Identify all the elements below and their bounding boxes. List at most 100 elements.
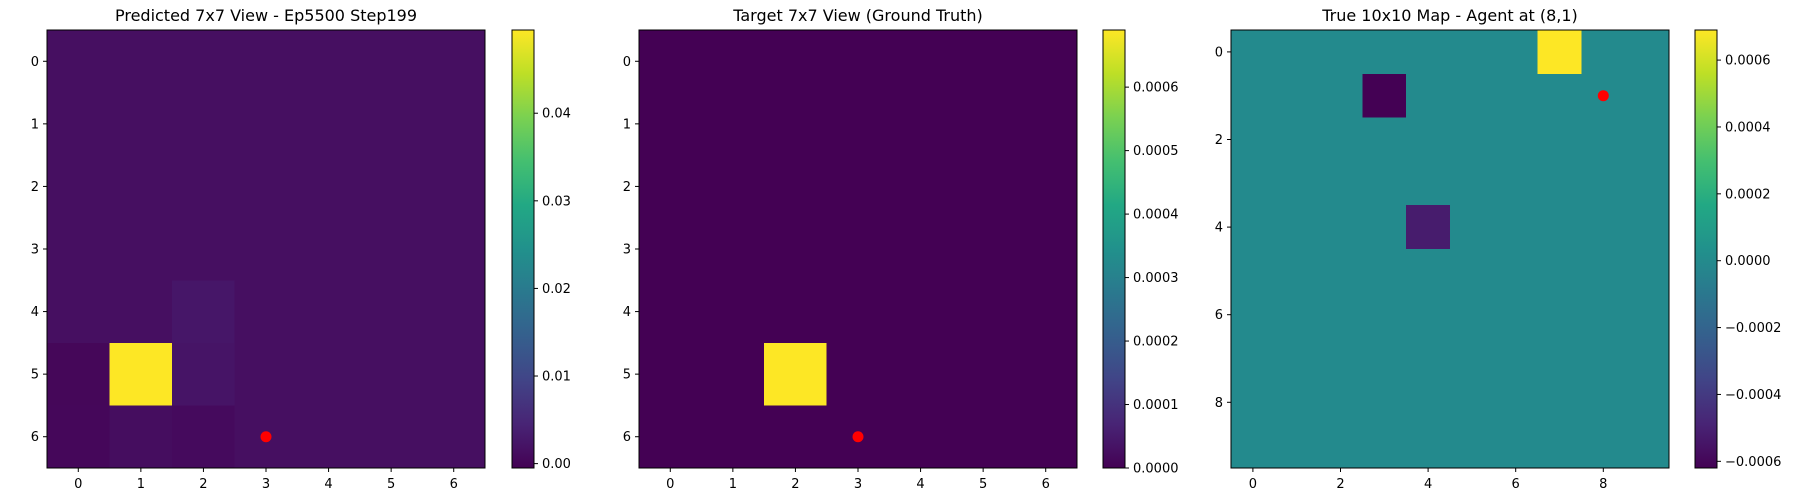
heatmap-cell [1625, 336, 1670, 381]
heatmap-cell [1318, 292, 1363, 338]
heatmap-cell [1493, 249, 1539, 294]
heatmap-cell [1274, 336, 1320, 381]
heatmap-cell [1493, 73, 1539, 119]
y-tick-label: 3 [31, 243, 39, 258]
x-tick-label: 6 [1042, 477, 1050, 492]
heatmap-cell [1274, 249, 1320, 294]
heatmap-cell [701, 30, 765, 94]
x-tick-label: 5 [979, 477, 987, 492]
heatmap-cell [47, 30, 111, 94]
x-tick-label: 2 [1336, 477, 1344, 492]
colorbar-tick-label: 0.02 [542, 282, 571, 297]
y-tick-label: 2 [623, 180, 631, 195]
heatmap-cell [1625, 117, 1670, 162]
heatmap-cell [1493, 336, 1539, 381]
heatmap-cell [1014, 155, 1078, 219]
heatmap-cell [1581, 292, 1626, 338]
colorbar-tick-label: −0.0002 [1725, 321, 1781, 336]
heatmap-cell [1581, 424, 1626, 469]
heatmap-cell [1274, 424, 1320, 469]
heatmap-cell [1014, 217, 1078, 281]
panel-0: Predicted 7x7 View - Ep5500 Step199 0 1 2 3 4… [31, 6, 571, 492]
heatmap-cell [359, 405, 424, 469]
heatmap-cell [1493, 424, 1539, 469]
colorbar-tick-label: 0.01 [542, 370, 571, 385]
colorbar [512, 30, 534, 468]
heatmap-cell [1493, 117, 1539, 162]
colorbar-tick-label: 0.04 [542, 107, 571, 122]
colorbar [1695, 30, 1717, 468]
heatmap-cell [1581, 117, 1626, 162]
heatmap-cell [889, 280, 953, 344]
heatmap-cell [951, 342, 1016, 407]
heatmap-cell [1537, 30, 1582, 75]
heatmap-cell [1014, 342, 1078, 407]
colorbar-frame [1102, 29, 1126, 469]
heatmap-cell [1625, 205, 1670, 250]
heatmap-cell [764, 342, 828, 407]
heatmap-cell [1318, 424, 1363, 469]
heatmap-cell [1014, 92, 1078, 156]
heatmap-cell [109, 280, 173, 344]
heatmap-cell [826, 30, 890, 94]
heatmap-cell [1231, 380, 1276, 425]
heatmap-cell [1231, 30, 1276, 75]
heatmap-cell [172, 30, 236, 94]
heatmap-cell [1625, 161, 1670, 206]
colorbar-frame [1694, 29, 1718, 469]
heatmap-cell [1318, 380, 1363, 425]
heatmap-cell [1493, 292, 1539, 338]
colorbar-tick-label: 0.0001 [1133, 398, 1179, 413]
heatmap-cell [1406, 161, 1451, 206]
colorbar [1103, 30, 1125, 468]
heatmap-cell [422, 155, 486, 219]
heatmap-cell [1362, 117, 1407, 162]
heatmap-cell [951, 280, 1016, 344]
y-tick-label: 4 [31, 305, 39, 320]
heatmap-cell [1537, 249, 1582, 294]
heatmap-cell [951, 92, 1016, 156]
heatmap-cell [1231, 336, 1276, 381]
panel-1: Target 7x7 View (Ground Truth) 0 1 2 3 4 5 6 0 1 2… [623, 6, 1179, 492]
heatmap-cell [422, 280, 486, 344]
y-tick-label: 4 [623, 305, 631, 320]
y-tick-label: 5 [623, 368, 631, 383]
y-tick-label: 0 [1215, 45, 1223, 60]
heatmap-cell [701, 342, 765, 407]
x-tick-label: 8 [1599, 477, 1607, 492]
heatmap-cell [47, 405, 111, 469]
heatmap-cell [1274, 117, 1320, 162]
colorbar-tick-label: 0.00 [542, 457, 571, 472]
heatmap-cell [359, 92, 424, 156]
heatmap-cell [1362, 30, 1407, 75]
heatmap-cell [1450, 249, 1495, 294]
y-tick-label: 8 [1215, 396, 1223, 411]
colorbar-tick-label: 0.0005 [1133, 144, 1179, 159]
heatmap-cell [1625, 73, 1670, 119]
heatmap-cell [422, 342, 486, 407]
heatmap-cell [1406, 117, 1451, 162]
heatmap-cell [172, 280, 236, 344]
heatmap-cell [1537, 73, 1582, 119]
y-tick-label: 2 [31, 180, 39, 195]
heatmap-cell [1450, 292, 1495, 338]
heatmap-cell [639, 217, 703, 281]
x-tick-label: 6 [1512, 477, 1520, 492]
heatmap-cell [1274, 73, 1320, 119]
heatmap-cell [889, 155, 953, 219]
colorbar-tick-label: 0.0006 [1725, 54, 1771, 69]
heatmap-cell [1231, 292, 1276, 338]
heatmap-cell [109, 217, 173, 281]
heatmap-cell [889, 405, 953, 469]
heatmap-cell [1450, 205, 1495, 250]
heatmap-cell [1537, 292, 1582, 338]
heatmap-cell [1362, 292, 1407, 338]
y-tick-label: 1 [31, 117, 39, 132]
heatmap-cell [1362, 336, 1407, 381]
heatmap-cell [889, 217, 953, 281]
heatmap-cell [1362, 380, 1407, 425]
heatmap-cell [951, 155, 1016, 219]
heatmap-cell [1362, 161, 1407, 206]
heatmap-cell [1537, 161, 1582, 206]
